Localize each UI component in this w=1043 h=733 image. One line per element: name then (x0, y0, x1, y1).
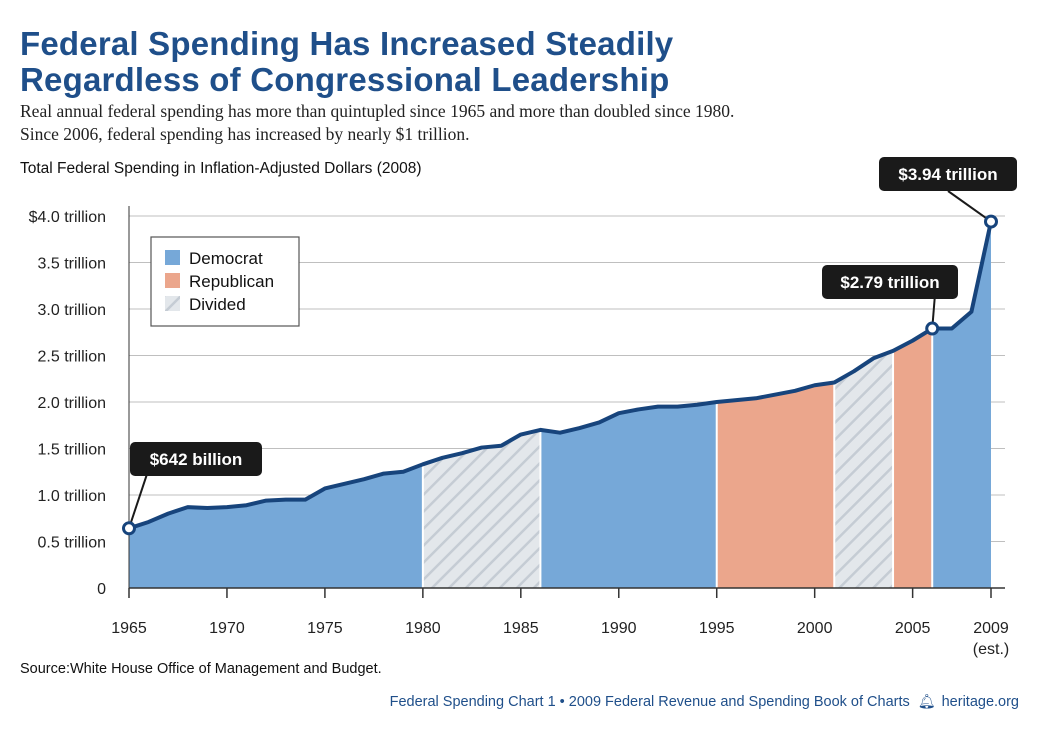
annotations: $642 billion $2.79 trillion $3.94 trillion (122, 157, 1017, 536)
chart-caption: Total Federal Spending in Inflation-Adju… (20, 160, 422, 177)
source-note: Source:White House Office of Management … (20, 661, 382, 677)
y-tick-label: 0 (97, 581, 106, 598)
footer: Federal Spending Chart 1 • 2009 Federal … (390, 693, 1019, 710)
y-tick-label: 2.0 trillion (38, 395, 106, 412)
y-tick-label: $4.0 trillion (29, 209, 106, 226)
x-tick-label: 2000 (797, 620, 833, 637)
x-tick-label: 1965 (111, 620, 147, 637)
period-area-democrat (540, 402, 717, 588)
callout-label: $2.79 trillion (840, 273, 939, 292)
y-axis-ticks: 0 0.5 trillion 1.0 trillion 1.5 trillion 2.0… (29, 209, 106, 598)
x-tick-label: 1975 (307, 620, 343, 637)
page-title: Federal Spending Has Increased Steadily … (20, 26, 673, 98)
y-tick-label: 2.5 trillion (38, 349, 106, 366)
x-axis-ticks: 1965 1970 1975 1980 1985 1990 1995 2000 2005 2009… (111, 588, 1009, 658)
callout-label: $642 billion (150, 450, 243, 469)
period-areas (129, 221, 991, 588)
y-tick-label: 3.0 trillion (38, 302, 106, 319)
period-area-democrat (932, 221, 991, 588)
period-area-republican (893, 328, 933, 588)
x-tick-label: 1985 (503, 620, 539, 637)
bell-icon: 🔔︎ (917, 693, 936, 709)
x-tick-sublabel: (est.) (973, 641, 1009, 658)
legend-swatch-republican (165, 273, 180, 288)
legend-label: Republican (189, 272, 274, 291)
subtitle-line-2: Since 2006, federal spending has increas… (20, 124, 470, 144)
x-tick-label: 2009 (973, 620, 1009, 637)
callout-box (130, 442, 262, 476)
x-tick-label: 1980 (405, 620, 441, 637)
x-tick-label: 1990 (601, 620, 637, 637)
footer-site-link[interactable]: heritage.org (941, 694, 1019, 710)
y-tick-label: 1.0 trillion (38, 488, 106, 505)
subtitle-line-1: Real annual federal spending has more th… (20, 101, 735, 121)
legend-label: Divided (189, 295, 246, 314)
legend-swatch-divided (165, 296, 180, 311)
y-tick-label: 0.5 trillion (38, 535, 106, 552)
annotated-point (925, 321, 940, 336)
annotated-point (122, 521, 136, 536)
callout-leader (947, 190, 992, 223)
legend: Democrat Republican Divided (150, 236, 300, 327)
title-line-1: Federal Spending Has Increased Steadily (20, 25, 674, 62)
legend-swatch-democrat (165, 250, 180, 265)
legend-label: Democrat (189, 249, 263, 268)
footer-text: Federal Spending Chart 1 • 2009 Federal … (389, 694, 910, 710)
callout-box (879, 157, 1017, 191)
annotated-point (984, 214, 998, 229)
x-tick-label: 2005 (895, 620, 931, 637)
title-line-2: Regardless of Congressional Leadership (20, 61, 670, 98)
callout-label: $3.94 trillion (898, 165, 997, 184)
period-area-democrat (129, 464, 423, 588)
x-tick-label: 1970 (209, 620, 245, 637)
period-area-republican (716, 382, 835, 588)
subtitle: Real annual federal spending has more th… (20, 100, 734, 146)
spending-line (128, 221, 993, 531)
x-tick-label: 1995 (699, 620, 735, 637)
period-area-divided (422, 429, 541, 588)
y-tick-label: 1.5 trillion (38, 442, 106, 459)
callout-box (822, 265, 958, 299)
period-area-divided (834, 350, 894, 588)
y-tick-label: 3.5 trillion (38, 256, 106, 273)
